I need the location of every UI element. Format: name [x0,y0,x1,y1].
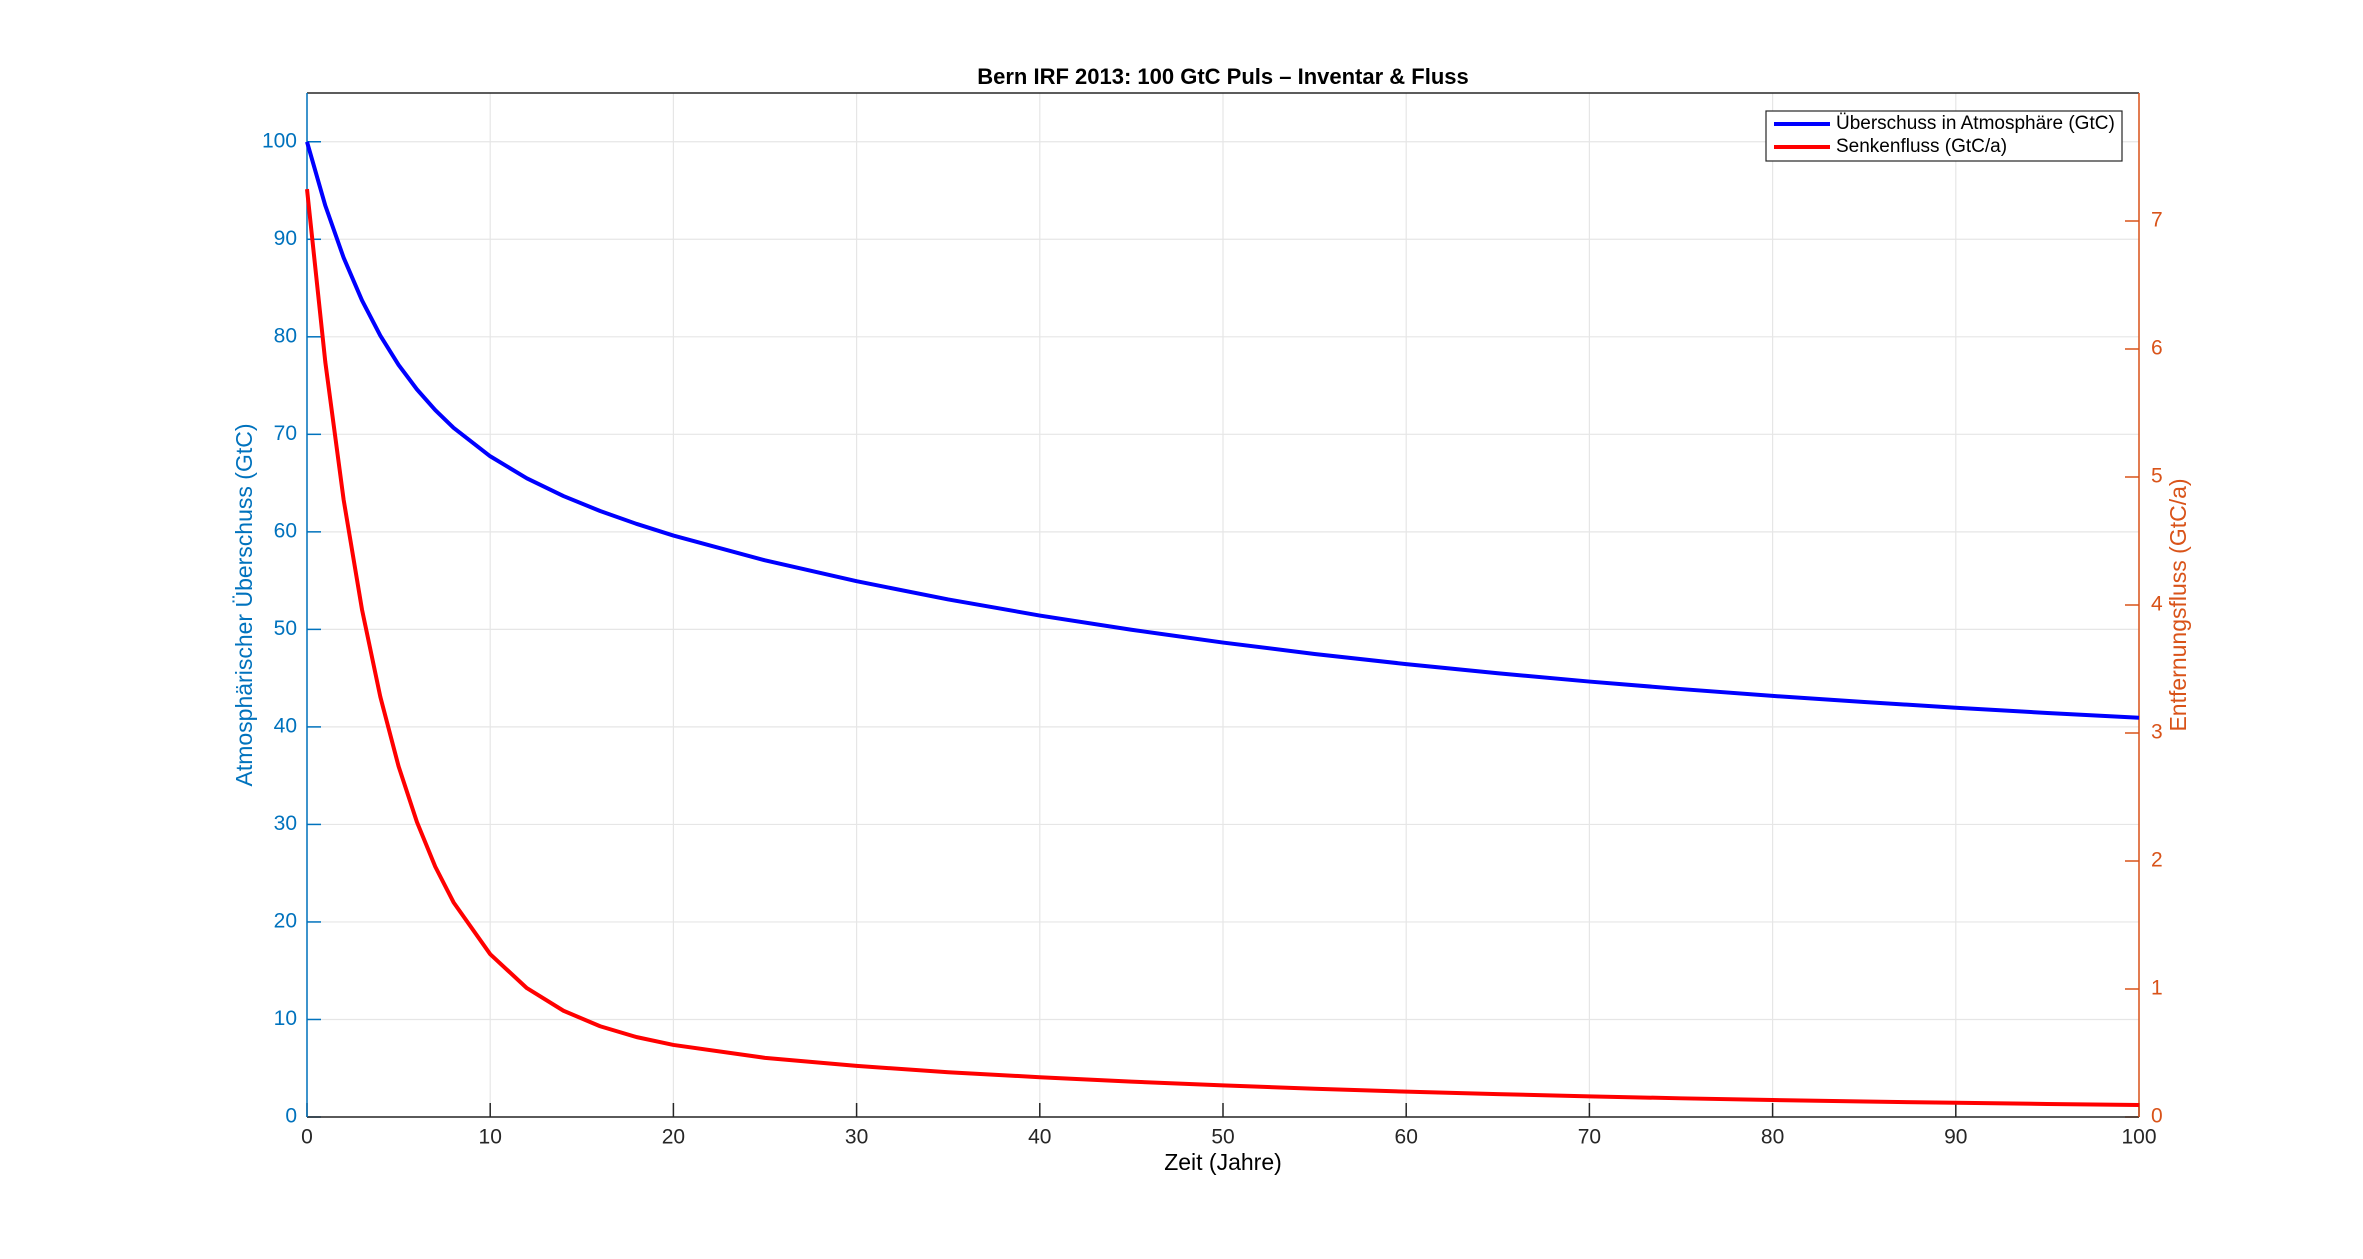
y-tick-label: 10 [274,1007,297,1030]
y-axis-label: Atmosphärischer Überschuss (GtC) [231,424,257,787]
y2-tick-label: 7 [2151,209,2163,232]
x-tick-label: 20 [662,1126,685,1149]
legend-box [1765,110,2123,162]
x-tick-label: 0 [301,1126,313,1149]
x-tick-label: 10 [479,1126,502,1149]
y2-tick-label: 3 [2151,721,2163,744]
y-tick-label: 20 [274,909,297,932]
y-tick-label: 100 [262,129,297,152]
y2-tick-label: 2 [2151,849,2163,872]
x-tick-label: 70 [1578,1126,1601,1149]
y2-tick-label: 0 [2151,1105,2163,1128]
x-tick-label: 30 [845,1126,868,1149]
y-tick-label: 80 [274,324,297,347]
y2-tick-label: 4 [2151,593,2163,616]
y-tick-label: 70 [274,422,297,445]
x-tick-label: 50 [1211,1126,1234,1149]
x-tick-label: 100 [2121,1126,2156,1149]
x-tick-label: 90 [1944,1126,1967,1149]
x-axis-label: Zeit (Jahre) [1164,1149,1282,1175]
x-tick-label: 60 [1395,1126,1418,1149]
y-tick-label: 90 [274,227,297,250]
legend-label: Senkenfluss (GtC/a) [1836,136,2007,157]
grid [306,93,2140,1118]
y-tick-label: 30 [274,812,297,835]
y-tick-label: 50 [274,617,297,640]
chart-title: Bern IRF 2013: 100 GtC Puls – Inventar &… [977,64,1469,89]
y2-axis-label: Entfernungsfluss (GtC/a) [2165,478,2191,731]
line-series [305,141,2140,720]
x-tick-label: 40 [1028,1126,1051,1149]
y-tick-label: 40 [274,714,297,737]
y2-tick-label: 1 [2151,977,2163,1000]
y2-tick-label: 5 [2151,465,2163,488]
y2-tick-label: 6 [2151,337,2163,360]
y-tick-label: 0 [285,1105,297,1128]
x-tick-label: 80 [1761,1126,1784,1149]
y-tick-label: 60 [274,519,297,542]
line-series [305,188,2140,1107]
legend-label: Überschuss in Atmosphäre (GtC) [1836,113,2115,134]
